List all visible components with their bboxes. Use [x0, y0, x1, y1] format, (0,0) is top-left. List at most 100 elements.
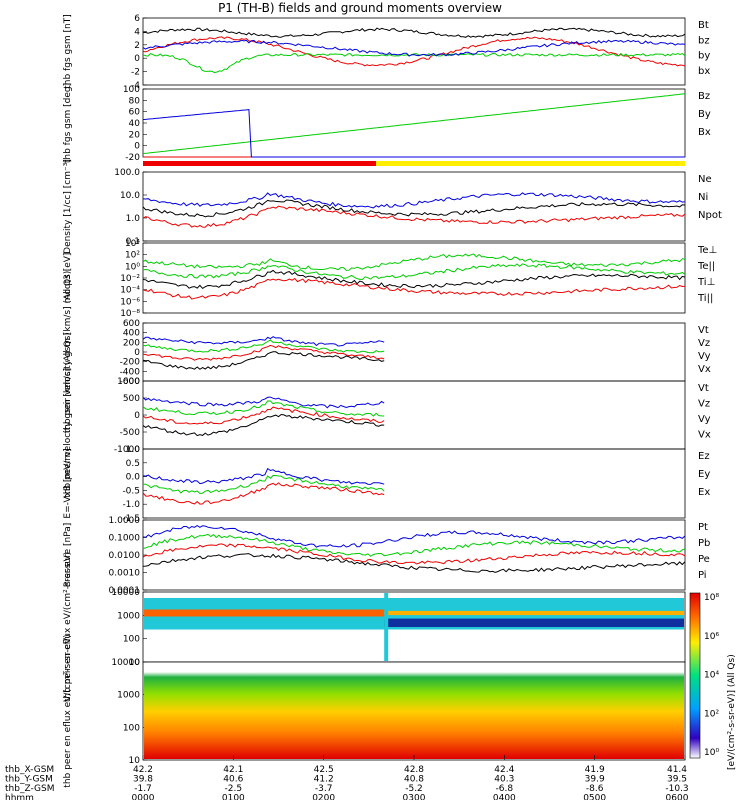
series-line — [142, 36, 686, 67]
legend-bx: bx — [698, 66, 710, 77]
y-tick-label: 10000 — [111, 658, 140, 668]
x-row-label: thb_Z-GSM — [5, 784, 54, 794]
y-tick-label: 10⁻⁸ — [120, 309, 140, 319]
y-tick-label: 1000 — [117, 691, 140, 701]
y-tick-label: 1.0 — [126, 214, 141, 224]
colorbar-tick: 10⁴ — [704, 671, 719, 681]
panel-frame — [142, 88, 686, 158]
y-tick-label: 10 — [129, 756, 141, 766]
x-tick-label: 40.6 — [223, 775, 243, 785]
y-tick-label: 10000 — [111, 588, 140, 598]
y-tick-label: -1.0 — [122, 500, 140, 510]
series-line — [142, 39, 686, 57]
x-tick-label: 0400 — [493, 794, 516, 800]
legend-Bz: Bz — [698, 91, 710, 102]
y-tick-label: -4 — [131, 81, 140, 91]
y-tick-label: 0 — [134, 411, 140, 421]
y-tick-label: 0.1 — [126, 237, 140, 247]
series-line — [142, 199, 686, 218]
series-line — [142, 269, 686, 290]
colorbar-tick: 10⁶ — [704, 632, 719, 642]
panel-frame — [142, 448, 686, 519]
y-tick-label: 40 — [129, 119, 141, 129]
x-tick-label: 39.9 — [585, 775, 605, 785]
legend-Te⊥: Te⊥ — [697, 245, 717, 256]
y-axis-label: Density [1/cc] [cm⁻³] — [63, 159, 73, 254]
x-tick-label: 39.8 — [133, 775, 153, 785]
colorbar-tick: 10⁸ — [704, 593, 719, 603]
legend-Bx: Bx — [698, 127, 711, 138]
series-line — [142, 467, 385, 485]
series-line — [142, 27, 686, 38]
y-tick-label: 10⁴ — [125, 239, 140, 249]
series-line — [142, 336, 385, 347]
y-tick-label: 0.0 — [126, 473, 141, 483]
legend-Pe: Pe — [698, 554, 710, 565]
series-line — [142, 351, 385, 370]
series-line — [142, 475, 385, 495]
y-tick-label: 600 — [123, 319, 140, 329]
x-tick-label: -6.8 — [496, 784, 514, 794]
legend-Vz: Vz — [698, 399, 710, 410]
y-tick-label: -500 — [120, 428, 141, 438]
series-line — [142, 406, 385, 425]
series-line — [142, 396, 385, 409]
y-tick-label: 6 — [134, 14, 140, 24]
legend-Ey: Ey — [698, 469, 710, 480]
x-tick-label: 41.9 — [585, 765, 605, 775]
x-row-label: thb_Y-GSM — [5, 775, 53, 785]
y-tick-label: 0 — [134, 142, 140, 152]
series-line — [142, 482, 385, 505]
y-tick-label: 20 — [129, 130, 141, 140]
mode-bar-slow — [143, 161, 377, 166]
panel-8: 1.0000 0.1000 0.0100 0.0010 0.0001 Pressure [… — [63, 516, 710, 596]
y-tick-label: -400 — [120, 367, 141, 377]
panel-6: 1000 500 0 -500 -1000 thb peer velocity gsm [… — [63, 332, 711, 498]
legend-Vy: Vy — [698, 414, 711, 425]
x-tick-label: -3.7 — [315, 784, 333, 794]
x-tick-label: 0600 — [666, 794, 689, 800]
y-tick-label: 100 — [123, 635, 140, 645]
series-line — [142, 553, 686, 573]
legend-Npot: Npot — [698, 210, 722, 221]
colorbar: 10⁸ 10⁶ 10⁴ 10² 10⁰ [eV/(cm²-s-sr-eV)] (All … — [689, 592, 737, 770]
y-tick-label: 4 — [134, 27, 140, 37]
panel-7: 1.0 0.5 0.0 -0.5 -1.0 -1.5 E=-VxB [mV/m] Ez Ey Ex — [63, 445, 710, 524]
y-tick-label: 2 — [134, 41, 140, 51]
y-tick-label: 10⁰ — [125, 262, 140, 272]
series-line — [142, 205, 686, 228]
x-tick-label: 0000 — [132, 794, 155, 800]
x-row-label: hhmm — [5, 794, 34, 800]
y-tick-label: 80 — [129, 96, 141, 106]
colorbar-tick: 10² — [704, 709, 719, 719]
y-axis-label: thb peir en eflux eV/(cm²-s-sr-eV) — [63, 552, 73, 702]
x-axis: thb_X-GSM 42.2 42.1 42.5 42.8 42.4 41.9 41.4 thb… — [5, 755, 689, 800]
colorbar-gradient — [689, 592, 701, 759]
y-tick-label: -600 — [120, 377, 141, 387]
x-tick-label: -8.6 — [586, 784, 604, 794]
y-axis-label: thb fgs gsm [nT] — [63, 14, 73, 89]
legend-Ne: Ne — [698, 174, 712, 185]
legend-Pt: Pt — [698, 522, 708, 533]
y-tick-label: 200 — [123, 338, 140, 348]
x-tick-label: 42.8 — [404, 765, 424, 775]
legend-Vz: Vz — [698, 338, 710, 349]
heatmap-body — [144, 672, 684, 759]
y-tick-label: 500 — [123, 394, 140, 404]
y-tick-label: 10⁻⁴ — [120, 286, 140, 296]
panel-frame — [142, 380, 686, 450]
y-tick-label: 0.0001 — [109, 586, 141, 596]
x-row-label: thb_X-GSM — [5, 765, 54, 775]
panel-1: 6 4 2 0 -2 -4 thb fgs gsm [nT] Bt bz by bx — [63, 14, 710, 91]
legend-Te||: Te|| — [697, 261, 715, 272]
legend-Ni: Ni — [698, 192, 708, 203]
y-tick-label: 100 — [123, 723, 140, 733]
y-tick-label: 0.1000 — [109, 534, 141, 544]
x-tick-label: 41.4 — [667, 765, 687, 775]
colorbar-tick: 10⁰ — [704, 748, 719, 758]
x-tick-label: -2.5 — [225, 784, 243, 794]
colorbar-label: [eV/(cm²-s-sr-eV)] (All Qs) — [727, 654, 737, 770]
